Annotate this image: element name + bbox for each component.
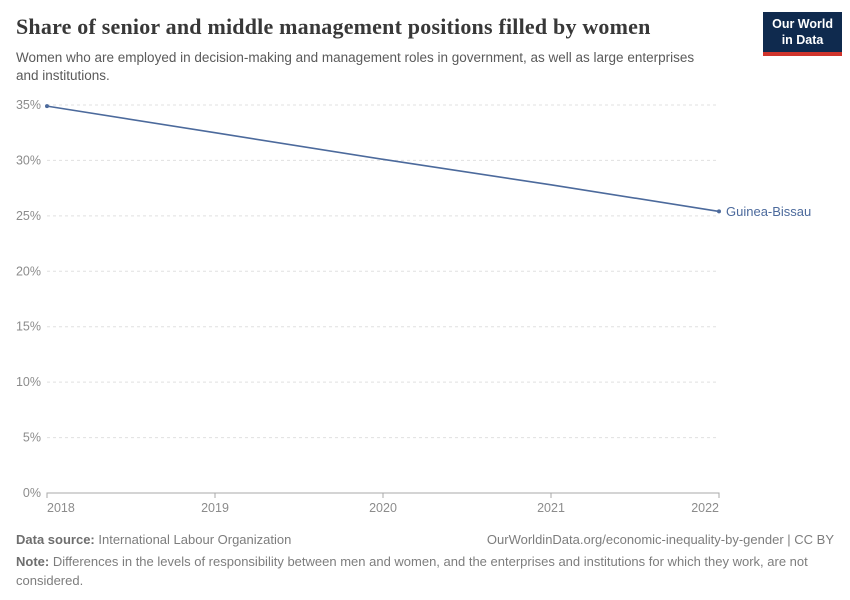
y-tick-label: 5% xyxy=(23,431,41,445)
footer-row: Data source: International Labour Organi… xyxy=(16,532,834,547)
y-tick-label: 0% xyxy=(23,486,41,500)
x-tick-label: 2022 xyxy=(691,501,719,515)
y-tick-label: 15% xyxy=(16,320,41,334)
y-tick-label: 20% xyxy=(16,264,41,278)
y-tick-label: 25% xyxy=(16,209,41,223)
series-line[interactable] xyxy=(46,105,720,213)
note-text: Differences in the levels of responsibil… xyxy=(16,554,808,588)
x-tick-label: 2021 xyxy=(537,501,565,515)
y-tick-label: 30% xyxy=(16,153,41,167)
owid-logo[interactable]: Our World in Data xyxy=(763,12,842,57)
series-entity-label[interactable]: Guinea-Bissau xyxy=(726,204,811,219)
series-endpoint-marker xyxy=(45,104,49,109)
y-tick-label: 35% xyxy=(16,98,41,112)
x-tick-label: 2019 xyxy=(201,501,229,515)
chart-title: Share of senior and middle management po… xyxy=(16,14,651,39)
data-source-label: Data source: xyxy=(16,532,95,547)
data-source: Data source: International Labour Organi… xyxy=(16,532,291,547)
y-tick-label: 10% xyxy=(16,375,41,389)
chart-subtitle: Women who are employed in decision-makin… xyxy=(16,50,695,83)
data-source-text: International Labour Organization xyxy=(98,532,292,547)
footer-note: Note: Differences in the levels of respo… xyxy=(16,553,834,591)
x-tick-label: 2020 xyxy=(369,501,397,515)
owid-url-link[interactable]: OurWorldinData.org/economic-inequality-b… xyxy=(486,532,834,547)
note-label: Note: xyxy=(16,554,50,569)
owid-logo-line2: in Data xyxy=(781,32,824,47)
series-endpoint-marker xyxy=(717,209,721,214)
owid-logo-line1: Our World xyxy=(772,17,833,31)
x-tick-label: 2018 xyxy=(47,501,75,515)
